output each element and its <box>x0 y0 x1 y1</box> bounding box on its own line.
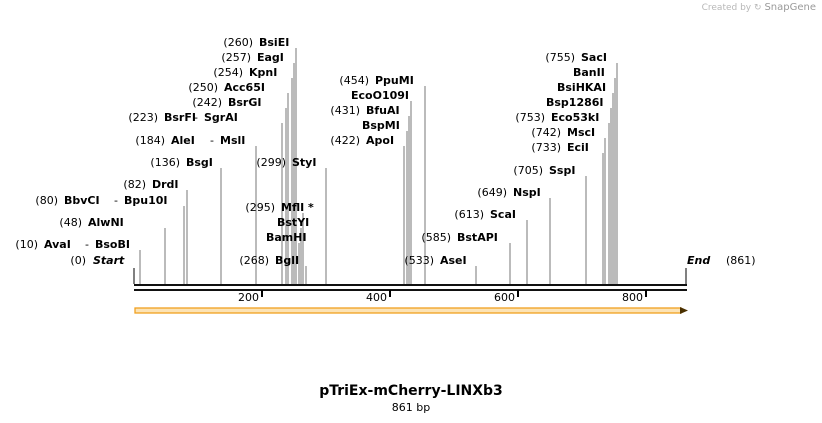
site-name: MslI <box>220 134 245 147</box>
site-name: EagI <box>257 51 284 64</box>
ruler-label: 400 <box>366 291 387 304</box>
site-name: BsrGI <box>228 96 261 109</box>
watermark-prefix: Created by <box>701 3 752 13</box>
site-position: (223) <box>128 111 158 124</box>
site-name: AlwNI <box>88 216 124 229</box>
site-name: BstAPI <box>457 231 498 244</box>
site-position: (80) <box>35 194 58 207</box>
site-position: (10) <box>15 238 38 251</box>
site-position: (585) <box>421 231 451 244</box>
site-name: BsoBI <box>95 238 130 251</box>
site-position: (742) <box>531 126 561 139</box>
site-position: (250) <box>188 81 218 94</box>
end-position: (861) <box>726 254 756 267</box>
site-position: (260) <box>223 36 253 49</box>
site-name: ScaI <box>490 208 516 221</box>
site-name: BanII <box>573 66 605 79</box>
site-separator: - <box>114 194 118 207</box>
site-name: BsrFI <box>164 111 196 124</box>
ruler-label: 800 <box>622 291 643 304</box>
site-separator: - <box>194 111 198 124</box>
start-label: Start <box>93 254 125 267</box>
site-name: BbvCI <box>64 194 100 207</box>
site-name: MscI <box>567 126 595 139</box>
site-name: KpnI <box>249 66 277 79</box>
site-name: NspI <box>513 186 541 199</box>
site-name: BamHI <box>266 231 307 244</box>
site-position: (48) <box>59 216 82 229</box>
site-position: (733) <box>531 141 561 154</box>
site-position: (649) <box>477 186 507 199</box>
site-name: PpuMI <box>375 74 414 87</box>
snapgene-watermark: Created by ↻ SnapGene <box>702 2 816 13</box>
site-position: (254) <box>213 66 243 79</box>
site-name: StyI <box>292 156 316 169</box>
site-name: BsiEI <box>259 36 289 49</box>
site-position: (257) <box>221 51 251 64</box>
site-name: Eco53kI <box>551 111 599 124</box>
ruler-label: 200 <box>238 291 259 304</box>
site-position: (753) <box>515 111 545 124</box>
site-separator: - <box>210 134 214 147</box>
site-name: SgrAI <box>204 111 238 124</box>
site-name: Acc65I <box>224 81 265 94</box>
start-position: (0) <box>70 254 86 267</box>
site-name: Bpu10I <box>124 194 168 207</box>
site-position: (613) <box>454 208 484 221</box>
site-position: (184) <box>135 134 165 147</box>
site-name: EciI <box>567 141 589 154</box>
site-position: (295) <box>245 201 275 214</box>
site-name: SspI <box>549 164 575 177</box>
site-name: MflI * <box>281 201 314 214</box>
site-position: (422) <box>330 134 360 147</box>
end-label: End <box>687 254 710 267</box>
construct-length: 861 bp <box>391 401 431 414</box>
site-name: SacI <box>581 51 607 64</box>
site-name: DrdI <box>152 178 179 191</box>
site-name: AseI <box>440 254 467 267</box>
site-name: BstYI <box>277 216 309 229</box>
site-position: (533) <box>404 254 434 267</box>
site-position: (136) <box>150 156 180 169</box>
site-name: Bsp1286I <box>546 96 604 109</box>
site-name: EcoO109I <box>351 89 409 102</box>
site-name: BsgI <box>186 156 213 169</box>
site-name: ApoI <box>366 134 394 147</box>
site-name: BglI <box>275 254 299 267</box>
snapgene-logo-icon: ↻ <box>754 3 762 13</box>
site-position: (242) <box>192 96 222 109</box>
site-separator: - <box>85 238 89 251</box>
site-name: AvaI <box>44 238 71 251</box>
site-position: (755) <box>545 51 575 64</box>
site-name: AleI <box>171 134 195 147</box>
site-position: (431) <box>330 104 360 117</box>
site-position: (299) <box>256 156 286 169</box>
site-name: BspMI <box>362 119 400 132</box>
site-position: (268) <box>239 254 269 267</box>
site-position: (705) <box>513 164 543 177</box>
site-position: (454) <box>339 74 369 87</box>
feature-arrow-head <box>680 307 688 314</box>
site-name: BfuAI <box>366 104 400 117</box>
construct-title: pTriEx-mCherry-LINXb3 <box>319 383 503 399</box>
ruler-label: 600 <box>494 291 515 304</box>
feature-arrow-body <box>134 307 682 314</box>
site-name: BsiHKAI <box>557 81 606 94</box>
watermark-brand: SnapGene <box>764 2 816 13</box>
site-position: (82) <box>123 178 146 191</box>
